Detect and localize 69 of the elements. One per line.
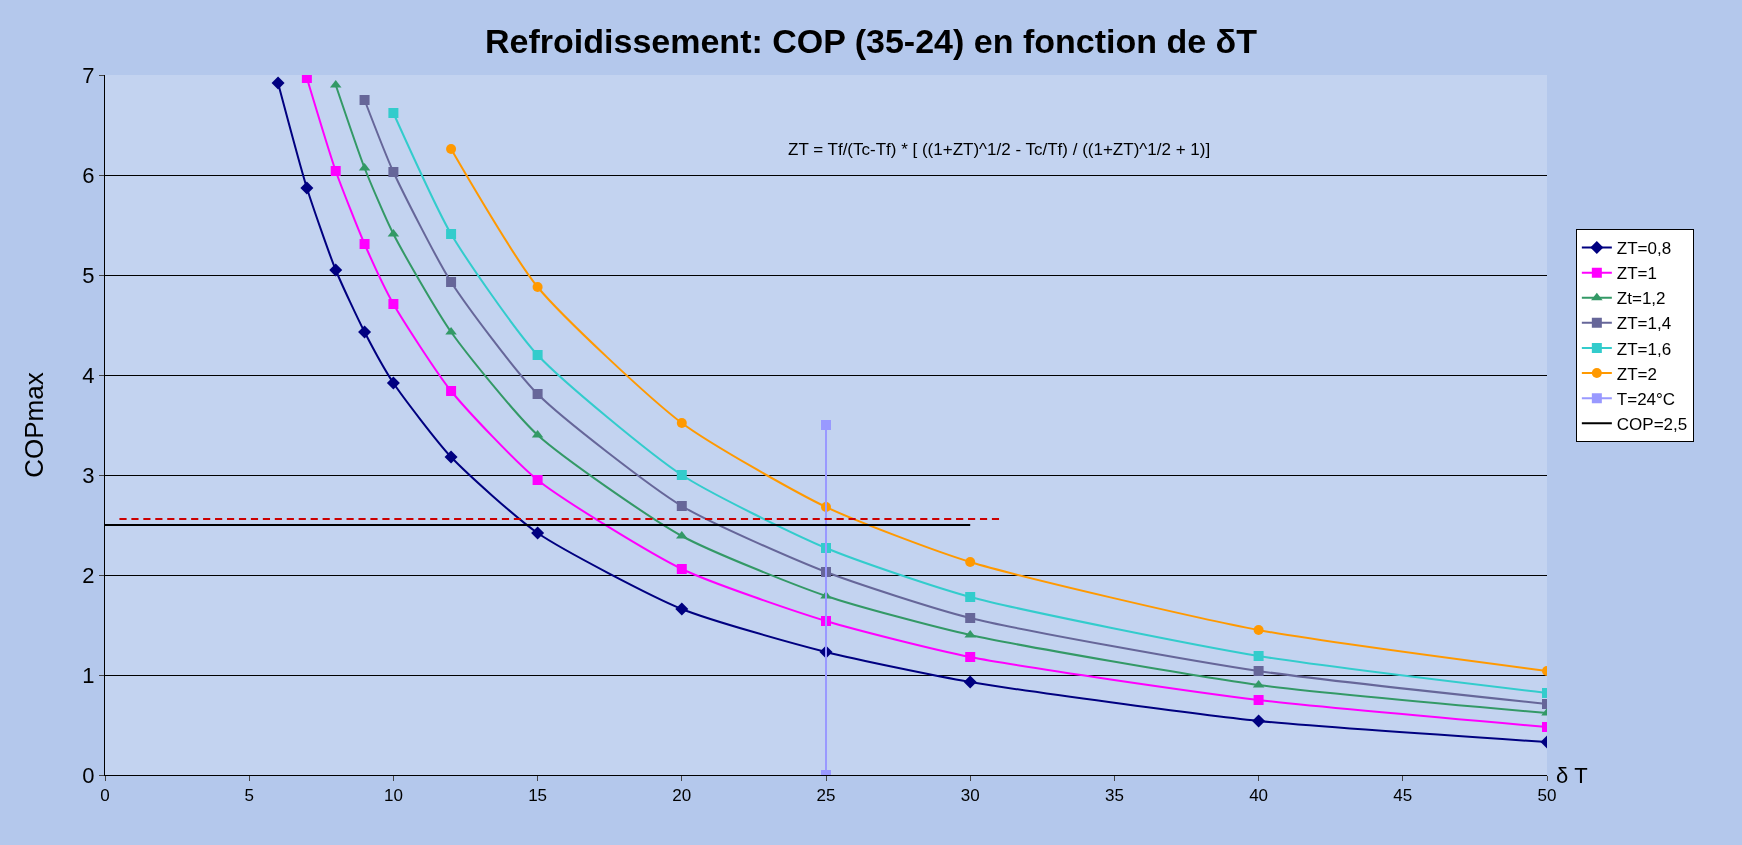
point: [386, 376, 400, 390]
point: [300, 181, 314, 195]
point: [358, 325, 372, 339]
x-tick-label: 15: [528, 786, 548, 806]
x-tick-label: 10: [383, 786, 403, 806]
point: [965, 557, 976, 567]
point: [446, 277, 457, 287]
y-tick-label: 3: [82, 462, 95, 488]
x-axis-title: δ T: [1556, 763, 1588, 788]
x-tick-label: 45: [1393, 786, 1413, 806]
point: [388, 299, 399, 309]
point: [675, 602, 689, 616]
annotation: ZT = Tf/(Tc-Tf) * [ ((1+ZT)^1/2 - Tc/Tf) / ((1+ZT)^1/2 + 1)]: [788, 140, 1211, 159]
point: [532, 282, 543, 292]
point: [446, 386, 457, 396]
point: [1253, 625, 1264, 635]
x-tick-label: 40: [1249, 786, 1269, 806]
point: [271, 76, 285, 90]
point: [330, 166, 341, 176]
legend-label: ZT=2: [1616, 364, 1657, 384]
y-tick-label: 0: [82, 762, 95, 788]
legend-label: T=24°C: [1616, 389, 1676, 409]
x-tick-label: 5: [244, 786, 254, 806]
point: [965, 613, 976, 623]
y-tick-label: 7: [82, 62, 95, 88]
point: [963, 675, 977, 689]
chart-title: Refroidissement: COP (35-24) en fonction de δT: [485, 22, 1258, 61]
x-tick-label: 0: [100, 786, 110, 806]
legend-label: ZT=0,8: [1616, 239, 1672, 259]
point: [359, 95, 370, 105]
point: [388, 167, 399, 177]
x-tick-label: 25: [816, 786, 836, 806]
point: [444, 450, 458, 464]
point: [532, 389, 543, 399]
x-tick-label: 35: [1104, 786, 1124, 806]
y-tick-label: 6: [82, 162, 95, 188]
legend-label: ZT=1,6: [1616, 339, 1672, 359]
legend-label: ZT=1,4: [1616, 314, 1672, 334]
point: [301, 75, 312, 83]
y-tick-label: 1: [82, 662, 95, 688]
legend-label: Zt=1,2: [1616, 289, 1666, 309]
point: [388, 108, 399, 118]
y-axis-title: COPmax: [19, 372, 49, 478]
point: [676, 470, 687, 480]
point: [821, 420, 831, 430]
point: [329, 263, 343, 277]
x-tick-label: 50: [1537, 786, 1557, 806]
point: [359, 239, 370, 249]
point: [676, 564, 687, 574]
x-tick-label: 30: [960, 786, 980, 806]
y-tick-label: 2: [82, 562, 95, 588]
point: [446, 144, 457, 154]
point: [1252, 714, 1266, 728]
point: [1253, 695, 1264, 705]
point: [531, 526, 545, 540]
y-tick-label: 5: [82, 262, 95, 288]
point: [676, 501, 687, 511]
legend-label: COP=2,5: [1616, 414, 1688, 434]
point: [676, 418, 687, 428]
y-tick-label: 4: [82, 362, 95, 388]
point: [1253, 666, 1264, 676]
legend-label: ZT=1: [1616, 264, 1657, 284]
point: [965, 592, 976, 602]
point: [1253, 651, 1264, 661]
point: [965, 652, 976, 662]
point: [532, 350, 543, 360]
point: [446, 229, 457, 239]
point: [532, 475, 543, 485]
x-tick-label: 20: [672, 786, 692, 806]
